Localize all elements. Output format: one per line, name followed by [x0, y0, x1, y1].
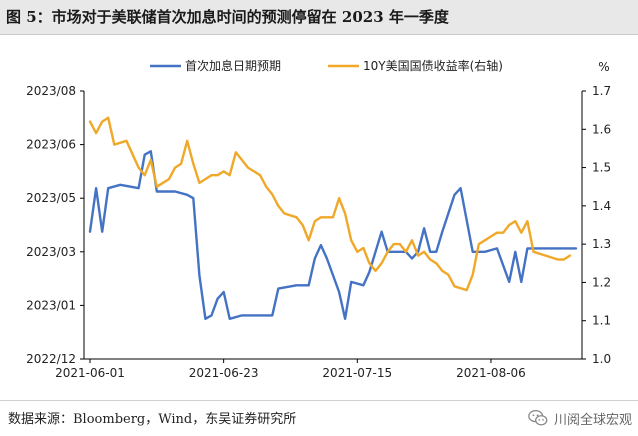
left-tick-label: 2023/08 — [26, 84, 76, 98]
right-axis-unit: % — [598, 60, 609, 74]
x-tick-label: 2021-07-15 — [322, 366, 392, 380]
left-tick-label: 2023/06 — [26, 138, 76, 152]
footer: 数据来源：Bloomberg，Wind，东吴证券研究所 川阅全球宏观 — [0, 400, 638, 436]
legend-label-series-2: 10Y美国国债收益率(右轴) — [363, 58, 503, 73]
series-line-1 — [88, 150, 578, 320]
line-chart: 首次加息日期预期 10Y美国国债收益率(右轴) % 2022/12 2023/01… — [26, 58, 611, 380]
right-tick-label: 1.5 — [592, 161, 611, 175]
right-axis-ticks: 1.0 1.1 1.2 1.3 1.4 1.5 1.6 1.7 — [582, 84, 611, 366]
left-tick-label: 2023/01 — [26, 298, 76, 312]
source-note: 数据来源：Bloomberg，Wind，东吴证券研究所 — [8, 412, 297, 427]
legend-label-series-1: 首次加息日期预期 — [185, 58, 281, 73]
left-tick-label: 2023/03 — [26, 245, 76, 259]
series-line-2 — [88, 116, 572, 292]
x-axis-ticks: 2021-06-01 2021-06-23 2021-07-15 2021-08-06 — [55, 359, 526, 380]
wechat-icon — [528, 410, 548, 426]
right-tick-label: 1.7 — [592, 84, 611, 98]
right-tick-label: 1.3 — [592, 237, 611, 251]
x-tick-label: 2021-06-23 — [189, 366, 259, 380]
watermark-text: 川阅全球宏观 — [553, 412, 632, 428]
right-tick-label: 1.1 — [592, 314, 611, 328]
series-lines — [88, 116, 578, 320]
right-tick-label: 1.4 — [592, 199, 611, 213]
right-tick-label: 1.6 — [592, 122, 611, 136]
x-tick-label: 2021-06-01 — [55, 366, 125, 380]
legend: 首次加息日期预期 10Y美国国债收益率(右轴) — [150, 58, 503, 73]
right-tick-label: 1.0 — [592, 352, 611, 366]
axes — [83, 91, 583, 360]
left-tick-label: 2023/05 — [26, 191, 76, 205]
x-tick-label: 2021-08-06 — [456, 366, 526, 380]
watermark: 川阅全球宏观 — [527, 406, 632, 430]
right-tick-label: 1.2 — [592, 275, 611, 289]
figure-title: 图 5：市场对于美联储首次加息时间的预测停留在 2023 年一季度 — [0, 0, 638, 35]
left-axis-ticks: 2022/12 2023/01 2023/03 2023/05 2023/06 2023/… — [26, 84, 84, 366]
left-tick-label: 2022/12 — [26, 352, 76, 366]
